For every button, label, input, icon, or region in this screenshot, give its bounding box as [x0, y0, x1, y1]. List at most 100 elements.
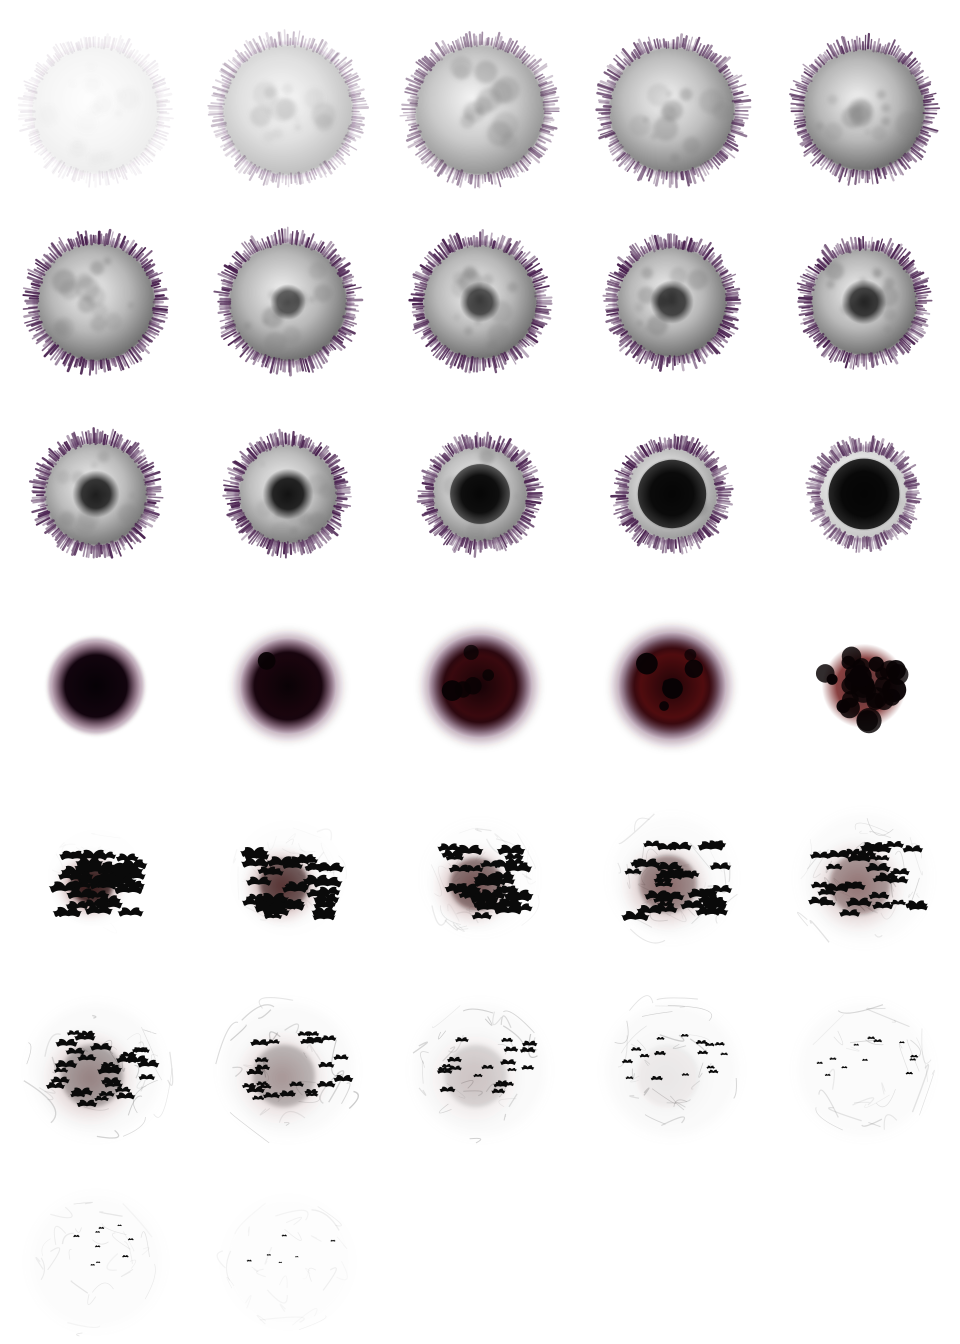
- bat: [825, 863, 843, 870]
- bat: [653, 1051, 667, 1056]
- bat: [632, 858, 661, 869]
- bat: [709, 885, 733, 894]
- bat: [448, 1065, 462, 1071]
- bat: [485, 875, 504, 882]
- bat: [507, 1067, 517, 1072]
- bat: [697, 1050, 709, 1055]
- bat: [312, 893, 340, 903]
- bat: [266, 1039, 280, 1045]
- bat: [499, 1059, 517, 1066]
- bat: [305, 1092, 319, 1097]
- bat: [281, 1234, 287, 1237]
- bat: [245, 876, 273, 886]
- bat: [810, 881, 830, 889]
- sprite-frame: [768, 768, 960, 960]
- bat: [504, 892, 532, 902]
- bat: [66, 888, 97, 900]
- bat: [653, 904, 678, 914]
- bat: [884, 840, 905, 849]
- bat: [493, 1082, 508, 1088]
- bat: [654, 880, 674, 888]
- bat: [117, 907, 144, 917]
- bat: [55, 1038, 78, 1047]
- bat: [624, 868, 642, 875]
- bat: [621, 911, 650, 921]
- bat: [439, 1086, 456, 1093]
- void-core: [51, 641, 141, 731]
- bat: [656, 1037, 665, 1040]
- bat: [704, 1042, 715, 1047]
- bat: [809, 851, 831, 859]
- bat: [90, 1264, 96, 1266]
- bat: [445, 853, 465, 861]
- bat: [481, 1064, 494, 1070]
- bat: [454, 1037, 469, 1043]
- bat: [95, 1261, 101, 1264]
- bat: [714, 1042, 726, 1046]
- bat: [316, 1080, 336, 1088]
- shadow-blob: [865, 687, 888, 709]
- bat: [94, 1245, 101, 1248]
- bat: [250, 1039, 270, 1046]
- bat: [76, 1099, 98, 1108]
- bat: [838, 909, 861, 917]
- bat: [73, 1234, 80, 1238]
- bat: [115, 1092, 136, 1100]
- bat: [138, 1074, 156, 1081]
- bat: [317, 1061, 335, 1068]
- bat: [816, 1061, 823, 1065]
- bat: [65, 1047, 86, 1055]
- bat: [720, 1052, 729, 1056]
- bat: [841, 1066, 848, 1069]
- bat: [817, 888, 837, 896]
- bat: [95, 1231, 101, 1233]
- bat: [269, 899, 299, 910]
- bat: [491, 1088, 506, 1094]
- bat: [625, 1076, 634, 1080]
- bat: [288, 1081, 305, 1087]
- bat: [122, 1255, 129, 1258]
- bat: [85, 861, 118, 873]
- bat: [910, 1054, 919, 1058]
- bat: [890, 899, 907, 906]
- bat: [841, 881, 861, 889]
- sprite-frame: [192, 1152, 384, 1344]
- bat: [650, 1075, 664, 1081]
- sprite-frame: [768, 0, 960, 192]
- bat: [134, 1047, 150, 1053]
- bat: [504, 853, 524, 860]
- eclipse-shadow: [270, 284, 306, 320]
- bat: [246, 893, 266, 901]
- bat: [639, 1053, 650, 1058]
- bat: [899, 1041, 905, 1044]
- bat: [305, 1036, 325, 1044]
- bat: [519, 1047, 537, 1053]
- sprite-frame: [768, 960, 960, 1152]
- bat: [652, 895, 674, 903]
- bat: [77, 1054, 97, 1062]
- bat: [824, 1073, 831, 1077]
- bat: [862, 846, 881, 853]
- sprite-frame: [0, 576, 192, 768]
- bat: [115, 853, 139, 862]
- bat: [127, 1238, 134, 1241]
- bat: [902, 845, 924, 853]
- bat: [78, 849, 109, 861]
- bat: [333, 1054, 349, 1060]
- sprite-frame: [576, 0, 768, 192]
- bat: [50, 1076, 70, 1084]
- bat: [500, 1037, 514, 1043]
- bat: [680, 1034, 689, 1037]
- bat: [909, 1058, 917, 1061]
- bat: [246, 1259, 252, 1262]
- bat: [295, 854, 317, 862]
- bat: [642, 840, 662, 848]
- bat: [98, 1226, 105, 1230]
- bat: [320, 1035, 337, 1041]
- bat: [687, 888, 715, 899]
- bat: [681, 1073, 690, 1076]
- bat: [266, 856, 297, 867]
- sprite-frame: [576, 768, 768, 960]
- bat: [65, 901, 89, 910]
- bat: [630, 1047, 642, 1052]
